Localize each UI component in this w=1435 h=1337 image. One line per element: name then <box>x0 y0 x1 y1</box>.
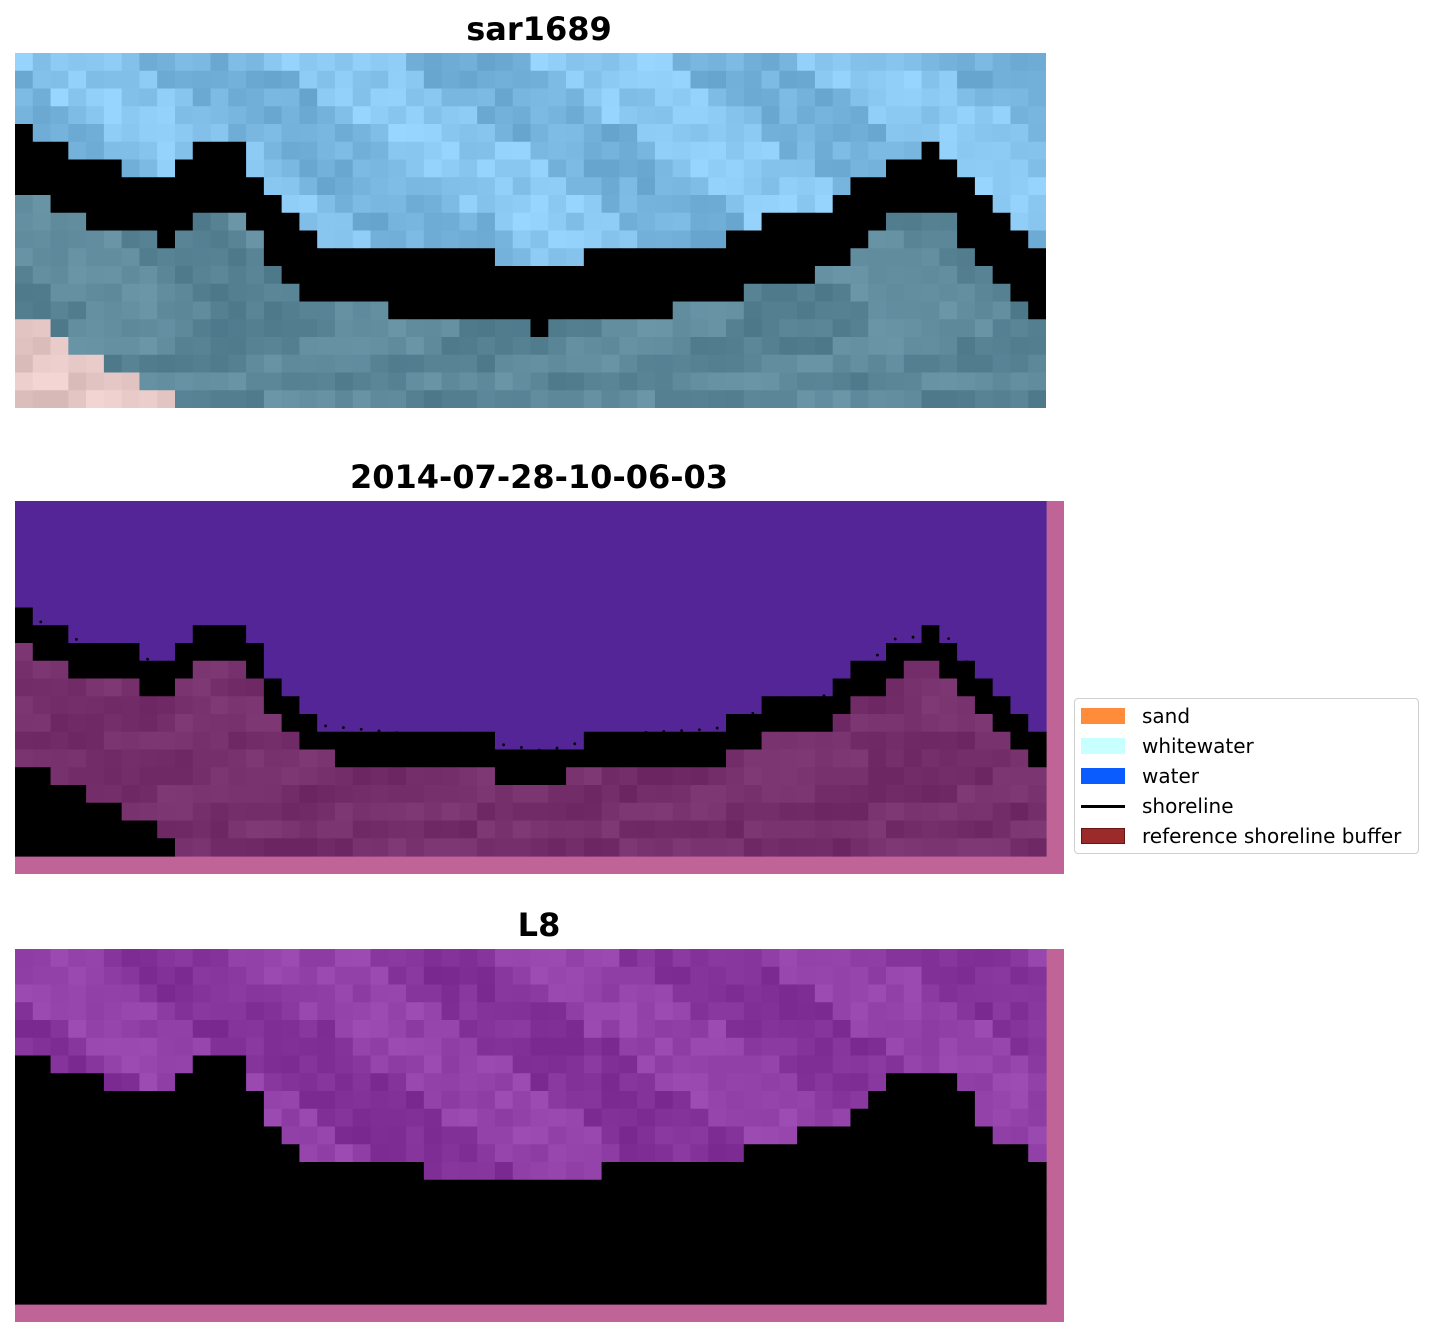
water-swatch <box>1081 768 1125 784</box>
rgb-image-panel <box>15 53 1046 408</box>
legend-item-sand: sand <box>1081 704 1191 728</box>
legend-label-sand: sand <box>1142 704 1191 728</box>
legend-item-shoreline: shoreline <box>1081 794 1234 818</box>
panel-title-index: L8 <box>517 906 561 944</box>
legend-label-reference-buffer: reference shoreline buffer <box>1142 824 1402 848</box>
panel-title-classified: 2014-07-28-10-06-03 <box>349 458 729 496</box>
water-index-image <box>15 949 1064 1322</box>
shoreline-dots <box>21 611 1022 752</box>
index-image-panel <box>15 949 1064 1322</box>
shoreline-line-swatch <box>1081 804 1125 808</box>
legend-label-whitewater: whitewater <box>1142 734 1254 758</box>
sand-swatch <box>1081 708 1125 724</box>
legend: sand whitewater water shoreline referenc… <box>1074 698 1419 854</box>
classified-image <box>15 501 1064 874</box>
rgb-satellite-image <box>15 53 1046 408</box>
legend-label-shoreline: shoreline <box>1142 794 1234 818</box>
shoreline-dots <box>21 163 1022 304</box>
legend-item-whitewater: whitewater <box>1081 734 1254 758</box>
reference-buffer-swatch <box>1081 828 1125 844</box>
legend-item-reference-buffer: reference shoreline buffer <box>1081 824 1402 848</box>
legend-label-water: water <box>1142 764 1199 788</box>
classified-image-panel <box>15 501 1064 874</box>
panel-title-rgb: sar1689 <box>466 10 612 48</box>
shoreline-dots <box>21 1059 1022 1200</box>
legend-item-water: water <box>1081 764 1199 788</box>
whitewater-swatch <box>1081 738 1125 754</box>
